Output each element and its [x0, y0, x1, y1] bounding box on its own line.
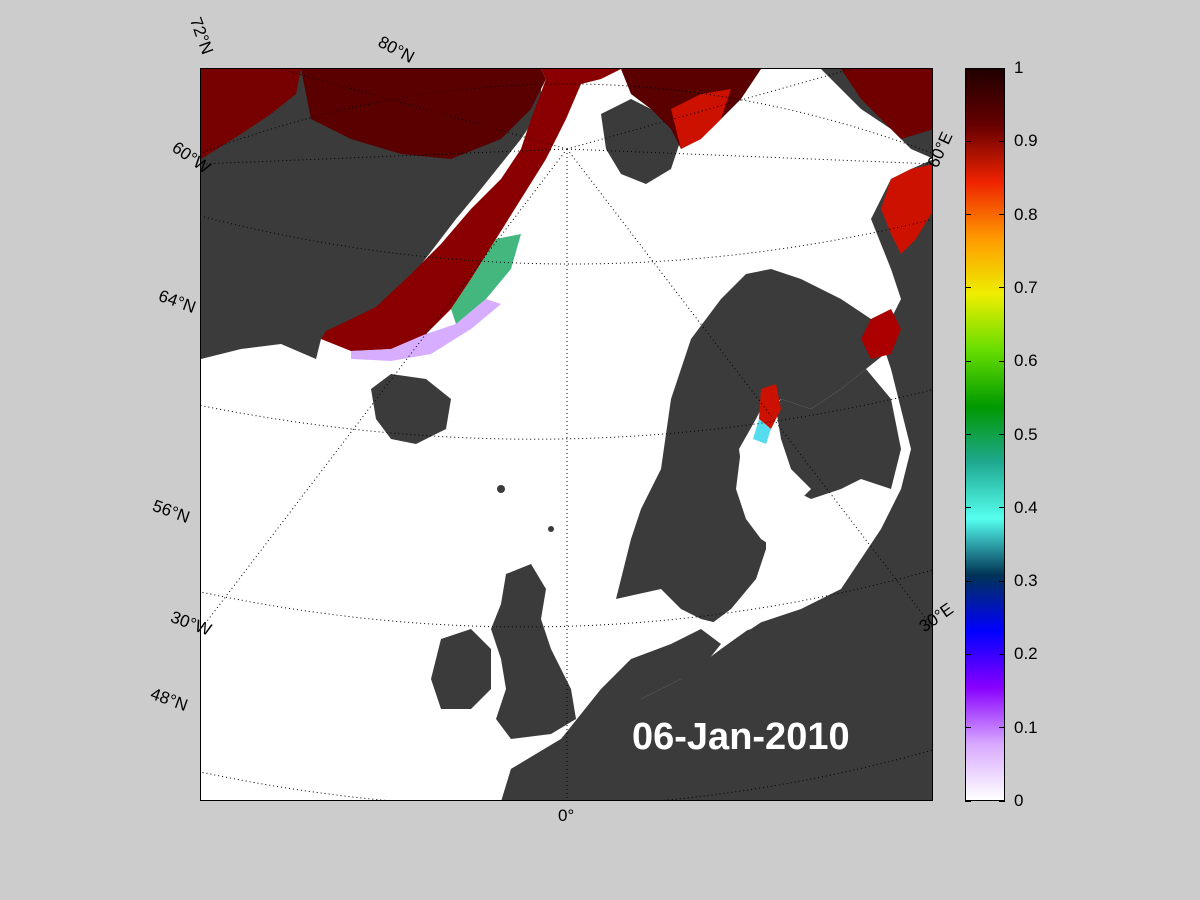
- gulf-of-bothnia: [739, 399, 811, 499]
- finland-landmass: [761, 369, 901, 499]
- sea-ice-east-greenland: [321, 69, 621, 351]
- colorbar-tick-left: [965, 727, 971, 729]
- colorbar-tick-label: 0.2: [1014, 644, 1038, 664]
- ireland-landmass: [431, 629, 491, 709]
- sea-ice-baffin: [201, 69, 301, 159]
- sea-ice-bothnia-edge: [753, 419, 771, 444]
- sea-ice-edge-green: [451, 234, 521, 324]
- lat-label-48n: 48°N: [148, 684, 191, 715]
- colorbar-tick-left: [965, 67, 971, 69]
- colorbar-tick-label: 0.4: [1014, 497, 1038, 517]
- scandinavia-landmass: [616, 269, 891, 624]
- colorbar-tick-right: [999, 67, 1005, 69]
- lon-label-0: 0°: [558, 806, 575, 825]
- colorbar-tick-label: 0.3: [1014, 571, 1038, 591]
- colorbar-tick-right: [999, 507, 1005, 509]
- colorbar-tick-left: [965, 800, 971, 802]
- colorbar-tick-left: [965, 434, 971, 435]
- colorbar-tick-label: 0: [1014, 791, 1024, 810]
- colorbar-tick-label: 0.7: [1014, 277, 1038, 297]
- colorbar-tick-left: [965, 140, 971, 142]
- colorbar-tick-label: 0.9: [1014, 131, 1038, 151]
- sea-ice-white-sea: [861, 309, 901, 359]
- colorbar-tick-label: 0.5: [1014, 424, 1038, 444]
- colorbar-tick-right: [999, 140, 1005, 142]
- colorbar-tick-right: [999, 434, 1005, 435]
- great-britain-landmass: [491, 564, 576, 739]
- colorbar-tick-right: [999, 800, 1005, 802]
- faroe-islands: [497, 485, 505, 493]
- lat-label-64n: 64°N: [156, 286, 199, 317]
- lat-label-72n: 72°N: [186, 14, 217, 57]
- colorbar-tick-right: [999, 580, 1005, 582]
- sea-ice-edge-purple: [351, 299, 501, 361]
- russia-north-landmass: [501, 159, 932, 800]
- colorbar-tick-right: [999, 287, 1005, 289]
- lat-label-56n: 56°N: [150, 496, 193, 527]
- sea-ice-bothnia: [759, 384, 781, 429]
- date-label: 06-Jan-2010: [632, 716, 850, 758]
- graticule: [201, 69, 932, 800]
- colorbar-tick-left: [965, 653, 971, 655]
- colorbar-tick-right: [999, 360, 1005, 362]
- svalbard-landmass: [601, 99, 681, 184]
- map-svg: [201, 69, 932, 800]
- colorbar-tick-label: 0.8: [1014, 204, 1038, 224]
- colorbar-tick-left: [965, 214, 971, 216]
- sea-ice-novaya-zemlya-east: [881, 164, 932, 254]
- shetland-islands: [548, 526, 554, 532]
- colorbar-tick-left: [965, 507, 971, 509]
- colorbar-tick-left: [965, 287, 971, 289]
- colorbar-tick-left: [965, 580, 971, 582]
- colorbar-tick-right: [999, 214, 1005, 216]
- europe-mainland: [501, 629, 721, 800]
- sea-ice-barents-red: [671, 89, 731, 149]
- sea-ice-map: [200, 68, 933, 801]
- colorbar-tick-label: 0.1: [1014, 717, 1038, 737]
- baltic-sea: [711, 504, 821, 639]
- sea-ice-kara: [841, 69, 932, 139]
- colorbar-tick-label: 1: [1014, 58, 1024, 77]
- lat-label-80n: 80°N: [374, 32, 418, 67]
- colorbar-tick-right: [999, 653, 1005, 655]
- colorbar-tick-label: 0.6: [1014, 351, 1038, 371]
- iceland-landmass: [371, 374, 451, 444]
- colorbar-tick-left: [965, 360, 971, 362]
- colorbar-tick-right: [999, 727, 1005, 729]
